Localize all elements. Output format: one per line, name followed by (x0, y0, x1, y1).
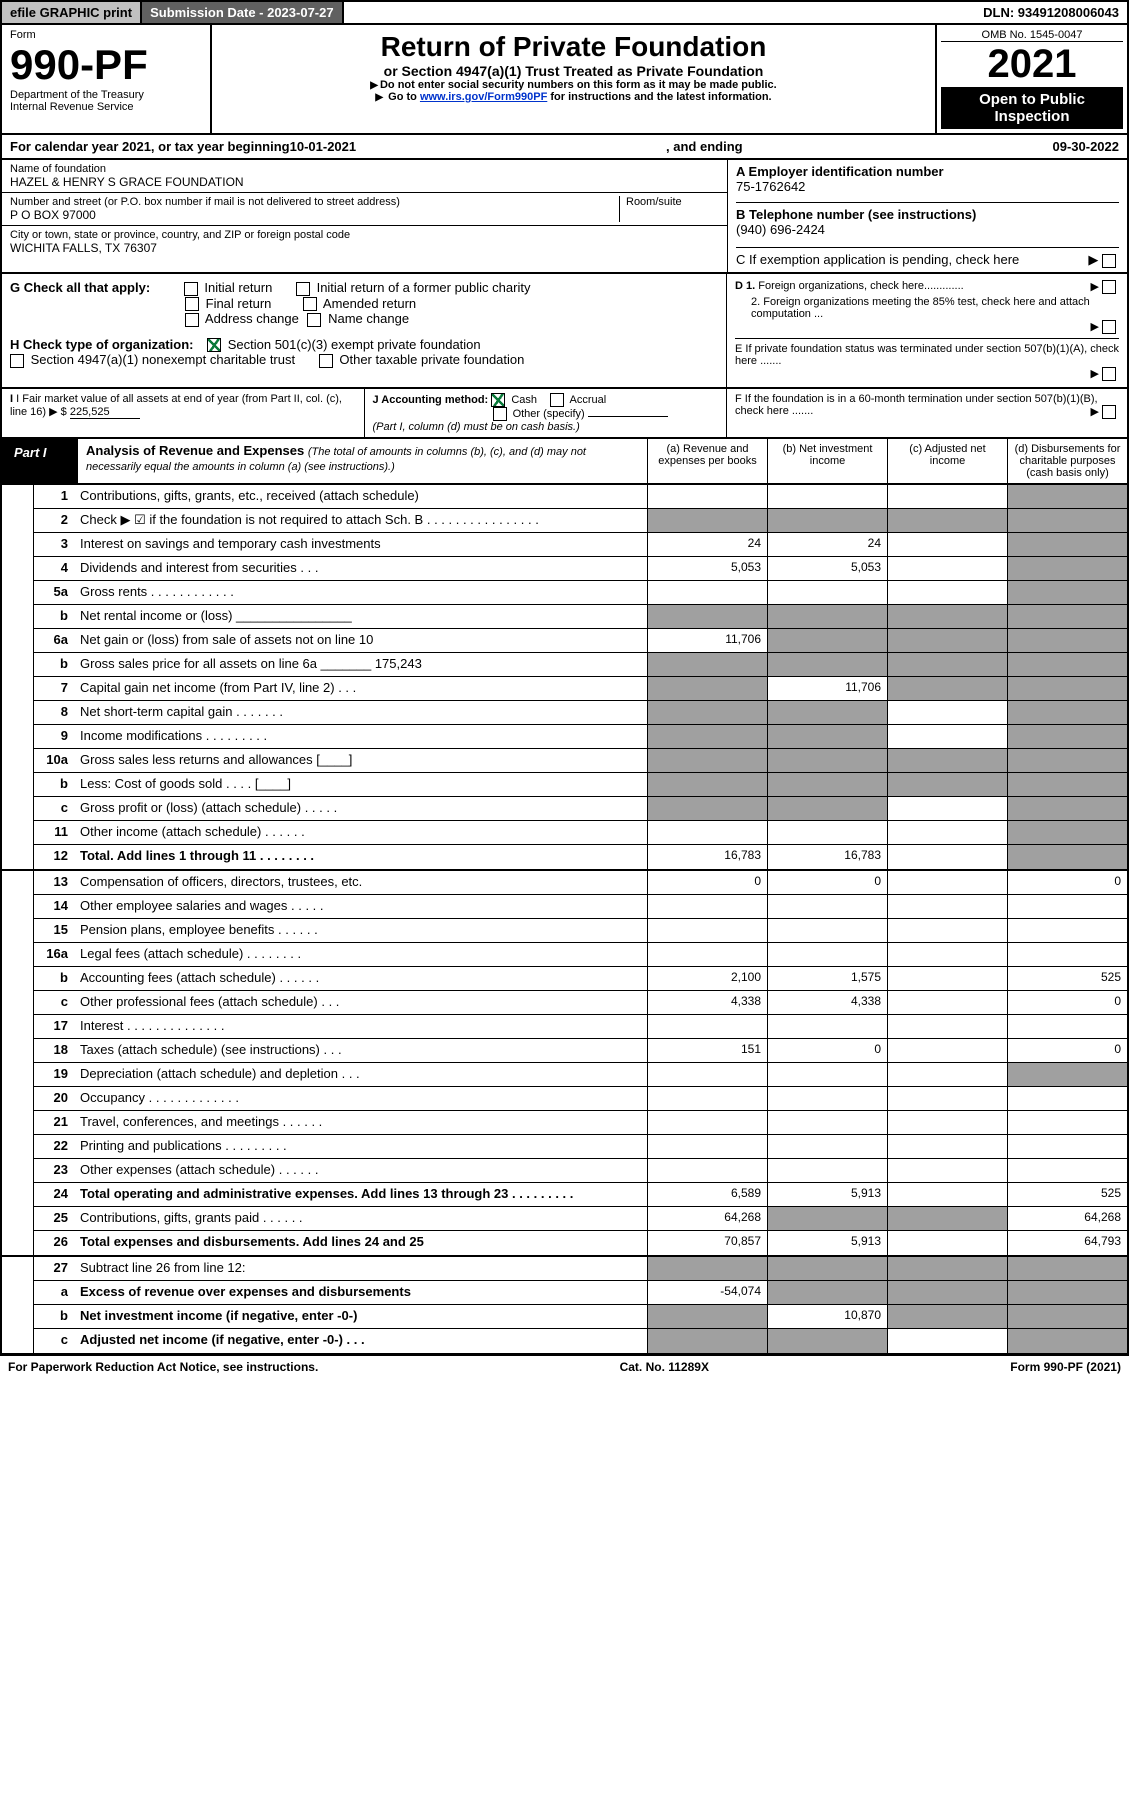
form-subtitle: or Section 4947(a)(1) Trust Treated as P… (218, 63, 929, 79)
room-label: Room/suite (626, 196, 719, 208)
table-row: 8Net short-term capital gain . . . . . .… (34, 701, 1127, 725)
i-label: I (10, 393, 13, 405)
part1-title: Analysis of Revenue and Expenses (86, 443, 304, 458)
goto-line: Go to www.irs.gov/Form990PF for instruct… (218, 91, 929, 103)
ty-begin: 10-01-2021 (290, 139, 357, 154)
table-row: bGross sales price for all assets on lin… (34, 653, 1127, 677)
top-bar: efile GRAPHIC print Submission Date - 20… (0, 0, 1129, 25)
street-value: P O BOX 97000 (10, 208, 619, 222)
irs-link[interactable]: www.irs.gov/Form990PF (420, 91, 547, 103)
d2-label: 2. Foreign organizations meeting the 85%… (751, 296, 1119, 320)
table-row: 5aGross rents . . . . . . . . . . . . (34, 581, 1127, 605)
form-number: 990-PF (10, 41, 202, 89)
table-row: 22Printing and publications . . . . . . … (34, 1135, 1127, 1159)
tax-year: 2021 (941, 42, 1123, 87)
table-row: 13Compensation of officers, directors, t… (34, 871, 1127, 895)
street-label: Number and street (or P.O. box number if… (10, 196, 619, 208)
table-row: 27Subtract line 26 from line 12: (34, 1257, 1127, 1281)
table-row: 16aLegal fees (attach schedule) . . . . … (34, 943, 1127, 967)
i-j-f-row: I I Fair market value of all assets at e… (0, 389, 1129, 439)
form-title: Return of Private Foundation (218, 31, 929, 63)
page-footer: For Paperwork Reduction Act Notice, see … (0, 1355, 1129, 1378)
exemption-checkbox[interactable] (1102, 254, 1116, 268)
table-row: 9Income modifications . . . . . . . . . (34, 725, 1127, 749)
table-row: bNet rental income or (loss) ___________… (34, 605, 1127, 629)
table-row: cOther professional fees (attach schedul… (34, 991, 1127, 1015)
table-row: 1Contributions, gifts, grants, etc., rec… (34, 485, 1127, 509)
j-note: (Part I, column (d) must be on cash basi… (373, 421, 580, 433)
table-row: 11Other income (attach schedule) . . . .… (34, 821, 1127, 845)
table-row: 19Depreciation (attach schedule) and dep… (34, 1063, 1127, 1087)
exemption-pending-label: C If exemption application is pending, c… (736, 252, 1019, 267)
col-a-header: (a) Revenue and expenses per books (647, 439, 767, 483)
ssn-warning: Do not enter social security numbers on … (218, 79, 929, 91)
footer-right: Form 990-PF (2021) (1010, 1360, 1121, 1374)
e-label: E If private foundation status was termi… (735, 338, 1119, 367)
fmv-value: 225,525 (70, 406, 140, 419)
table-row: 24Total operating and administrative exp… (34, 1183, 1127, 1207)
d1-label: D 1. D 1. Foreign organizations, check h… (735, 280, 1119, 292)
table-row: 18Taxes (attach schedule) (see instructi… (34, 1039, 1127, 1063)
table-row: aExcess of revenue over expenses and dis… (34, 1281, 1127, 1305)
col-d-header: (d) Disbursements for charitable purpose… (1007, 439, 1127, 483)
table-row: bLess: Cost of goods sold . . . . [____] (34, 773, 1127, 797)
table-row: 10aGross sales less returns and allowanc… (34, 749, 1127, 773)
table-row: cAdjusted net income (if negative, enter… (34, 1329, 1127, 1353)
501c3-checkbox[interactable] (207, 338, 221, 352)
g-label: G Check all that apply: (10, 280, 150, 295)
f-label: F If the foundation is in a 60-month ter… (735, 393, 1098, 417)
form-header: Form 990-PF Department of the Treasury I… (0, 25, 1129, 135)
part1-header: Part I Analysis of Revenue and Expenses … (0, 439, 1129, 485)
table-row: 7Capital gain net income (from Part IV, … (34, 677, 1127, 701)
table-row: 20Occupancy . . . . . . . . . . . . . (34, 1087, 1127, 1111)
submission-date: Submission Date - 2023-07-27 (142, 2, 344, 23)
calendar-year-line: For calendar year 2021, or tax year begi… (0, 135, 1129, 160)
cash-checkbox[interactable] (491, 393, 505, 407)
open-public: Open to Public Inspection (941, 87, 1123, 129)
phone-label: B Telephone number (see instructions) (736, 207, 976, 222)
table-row: 6aNet gain or (loss) from sale of assets… (34, 629, 1127, 653)
footer-left: For Paperwork Reduction Act Notice, see … (8, 1360, 318, 1374)
city-value: WICHITA FALLS, TX 76307 (10, 241, 719, 255)
irs-label: Internal Revenue Service (10, 101, 202, 113)
form-label: Form (10, 29, 202, 41)
identity-block: Name of foundation HAZEL & HENRY S GRACE… (0, 160, 1129, 274)
table-row: 25Contributions, gifts, grants paid . . … (34, 1207, 1127, 1231)
ty-end: 09-30-2022 (1053, 139, 1120, 154)
table-row: 2Check ▶ ☑ if the foundation is not requ… (34, 509, 1127, 533)
j-label: J Accounting method: (373, 394, 489, 406)
dln-label: DLN: 93491208006043 (975, 2, 1127, 23)
table-row: 17Interest . . . . . . . . . . . . . . (34, 1015, 1127, 1039)
ein-label: A Employer identification number (736, 164, 1119, 179)
efile-label: efile GRAPHIC print (2, 2, 142, 23)
revenue-section: Revenue 1Contributions, gifts, grants, e… (0, 485, 1129, 871)
footer-mid: Cat. No. 11289X (620, 1360, 709, 1374)
phone-value: (940) 696-2424 (736, 222, 1119, 237)
ein-value: 75-1762642 (736, 179, 1119, 194)
net-section: 27Subtract line 26 from line 12:aExcess … (0, 1257, 1129, 1355)
table-row: 15Pension plans, employee benefits . . .… (34, 919, 1127, 943)
dept-label: Department of the Treasury (10, 89, 202, 101)
col-b-header: (b) Net investment income (767, 439, 887, 483)
expenses-section: Operating and Administrative Expenses 13… (0, 871, 1129, 1257)
city-label: City or town, state or province, country… (10, 229, 719, 241)
table-row: bAccounting fees (attach schedule) . . .… (34, 967, 1127, 991)
table-row: 26Total expenses and disbursements. Add … (34, 1231, 1127, 1255)
foundation-name: HAZEL & HENRY S GRACE FOUNDATION (10, 175, 719, 189)
table-row: 14Other employee salaries and wages . . … (34, 895, 1127, 919)
foundation-name-label: Name of foundation (10, 163, 719, 175)
check-section: G Check all that apply: Initial return I… (0, 274, 1129, 389)
table-row: bNet investment income (if negative, ent… (34, 1305, 1127, 1329)
h-label: H Check type of organization: (10, 337, 193, 352)
table-row: cGross profit or (loss) (attach schedule… (34, 797, 1127, 821)
part1-tag: Part I (2, 439, 78, 483)
table-row: 21Travel, conferences, and meetings . . … (34, 1111, 1127, 1135)
table-row: 4Dividends and interest from securities … (34, 557, 1127, 581)
omb-label: OMB No. 1545-0047 (941, 29, 1123, 42)
table-row: 3Interest on savings and temporary cash … (34, 533, 1127, 557)
table-row: 23Other expenses (attach schedule) . . .… (34, 1159, 1127, 1183)
col-c-header: (c) Adjusted net income (887, 439, 1007, 483)
table-row: 12Total. Add lines 1 through 11 . . . . … (34, 845, 1127, 869)
expenses-side-label: Operating and Administrative Expenses (0, 986, 2, 1232)
